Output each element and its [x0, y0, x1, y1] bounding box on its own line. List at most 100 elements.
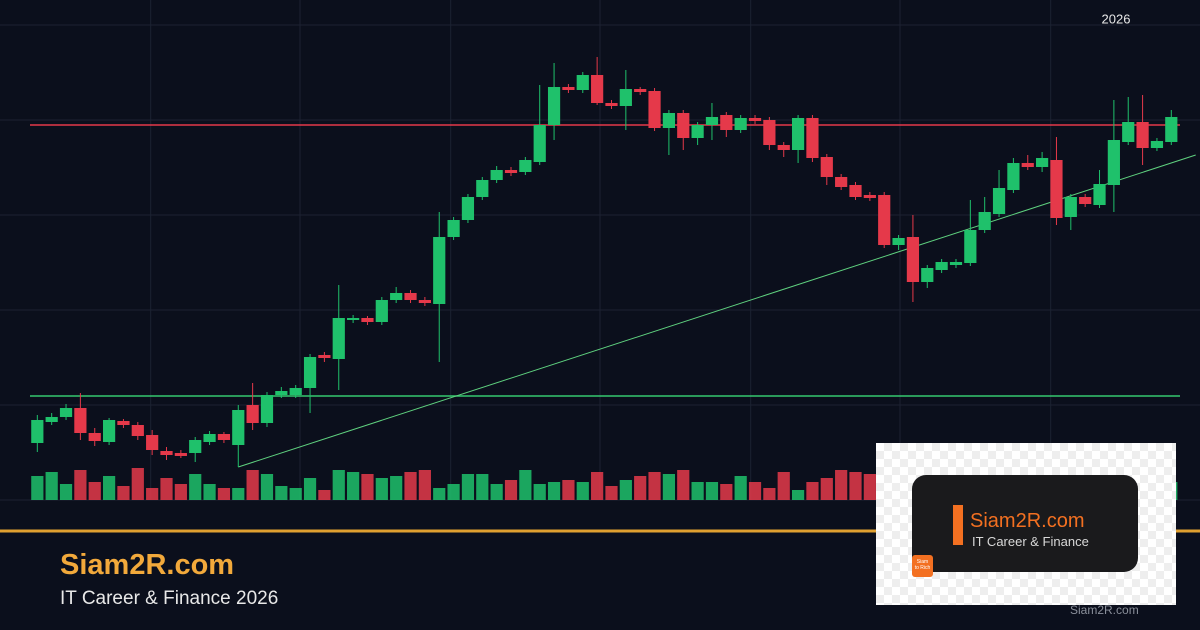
- candle-body: [662, 113, 675, 128]
- badge-line: to Rich: [914, 565, 931, 571]
- volume-bar: [662, 474, 675, 500]
- volume-bar: [303, 478, 317, 500]
- candle-body: [390, 293, 403, 300]
- volume-bar: [59, 484, 73, 500]
- candle-body: [878, 195, 891, 245]
- candle-body: [131, 425, 144, 436]
- candle-body: [777, 145, 790, 150]
- candle-body: [1036, 158, 1049, 167]
- volume-bar: [863, 474, 876, 500]
- volume-bar: [533, 484, 546, 500]
- candle-body: [906, 237, 920, 282]
- volume-bar: [332, 470, 345, 500]
- volume-bar: [117, 486, 130, 500]
- volume-bar: [260, 474, 274, 500]
- candle-body: [1079, 197, 1092, 204]
- candle-body: [892, 238, 905, 245]
- brand-subtitle: IT Career & Finance 2026: [60, 588, 279, 609]
- candle-body: [275, 391, 288, 395]
- candle-body: [992, 188, 1006, 214]
- volume-bar: [476, 474, 489, 500]
- candle-body: [648, 91, 661, 128]
- volume-bar: [777, 472, 790, 500]
- candle-body: [31, 420, 44, 443]
- logo-bar: [953, 505, 963, 545]
- candle-body: [303, 357, 317, 388]
- candle-body: [476, 180, 489, 197]
- candle-body: [964, 230, 977, 263]
- volume-bar: [447, 484, 460, 500]
- candle-body: [375, 300, 388, 322]
- candle-body: [217, 434, 231, 440]
- candle-body: [820, 157, 833, 177]
- candle-body: [576, 75, 589, 90]
- volume-bar: [74, 470, 87, 500]
- volume-bar: [289, 488, 302, 500]
- candle-body: [318, 355, 331, 358]
- candle-body: [734, 118, 747, 130]
- volume-bar: [547, 482, 561, 500]
- candle-body: [447, 220, 460, 237]
- badge-line: Siam: [916, 559, 929, 565]
- volume-bar: [433, 488, 446, 500]
- candle-body: [117, 421, 130, 425]
- volume-bar: [705, 482, 719, 500]
- candle-body: [74, 408, 87, 433]
- volume-bar: [734, 476, 747, 500]
- candle-body: [347, 318, 360, 320]
- volume-bar: [375, 478, 388, 500]
- brand-title: Siam2R.com: [60, 549, 235, 581]
- candle-body: [461, 197, 475, 220]
- volume-bar: [791, 490, 805, 500]
- candle-body: [547, 87, 561, 125]
- volume-bar: [160, 478, 173, 500]
- candle-body: [1165, 117, 1178, 142]
- candle-body: [949, 262, 963, 265]
- candle-body: [246, 405, 259, 423]
- candle-body: [203, 434, 216, 442]
- volume-bar: [102, 476, 116, 500]
- candle-body: [490, 170, 503, 180]
- candle-body: [1064, 197, 1077, 217]
- candle-body: [174, 453, 187, 456]
- candle-body: [102, 420, 116, 442]
- candle-body: [88, 433, 101, 441]
- volume-bar: [318, 490, 331, 500]
- candle-body: [748, 118, 762, 121]
- candle-body: [1007, 163, 1020, 190]
- candle-body: [806, 118, 819, 158]
- volume-bar: [519, 470, 532, 500]
- volume-bar: [45, 472, 58, 500]
- volume-bar: [806, 482, 819, 500]
- candle-body: [59, 408, 73, 417]
- candle-body: [863, 195, 876, 198]
- volume-bar: [677, 470, 690, 500]
- trendline: [238, 154, 1196, 468]
- volume-bar: [131, 468, 144, 500]
- candle-body: [705, 117, 719, 125]
- volume-bar: [275, 486, 288, 500]
- logo-badge: Siam to Rich: [912, 555, 933, 577]
- volume-bar: [763, 488, 776, 500]
- volume-bar: [418, 470, 431, 500]
- candle-body: [1150, 141, 1164, 148]
- candle-body: [605, 103, 618, 106]
- volume-bar: [88, 482, 101, 500]
- volume-bar: [246, 470, 259, 500]
- logo: Siam2R.com IT Career & Finance Siam to R…: [876, 443, 1176, 605]
- candle-body: [1122, 122, 1135, 142]
- volume-bar: [490, 484, 503, 500]
- volume-bar: [748, 482, 762, 500]
- candle-body: [619, 89, 632, 106]
- volume-bar: [361, 474, 374, 500]
- candle-body: [562, 87, 575, 90]
- volume-bar: [691, 482, 704, 500]
- volume-bar: [461, 474, 475, 500]
- volume-bar: [820, 478, 833, 500]
- volume-bar: [203, 484, 216, 500]
- volume-bar: [404, 472, 417, 500]
- volume-bar: [576, 482, 589, 500]
- candle-body: [146, 435, 159, 450]
- candle-body: [289, 388, 302, 395]
- candle-body: [45, 417, 58, 422]
